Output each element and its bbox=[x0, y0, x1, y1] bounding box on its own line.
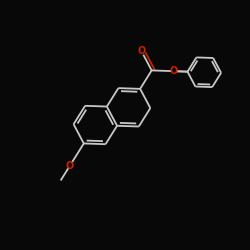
Text: O: O bbox=[170, 66, 178, 76]
Text: O: O bbox=[138, 46, 146, 56]
Text: O: O bbox=[66, 161, 74, 171]
